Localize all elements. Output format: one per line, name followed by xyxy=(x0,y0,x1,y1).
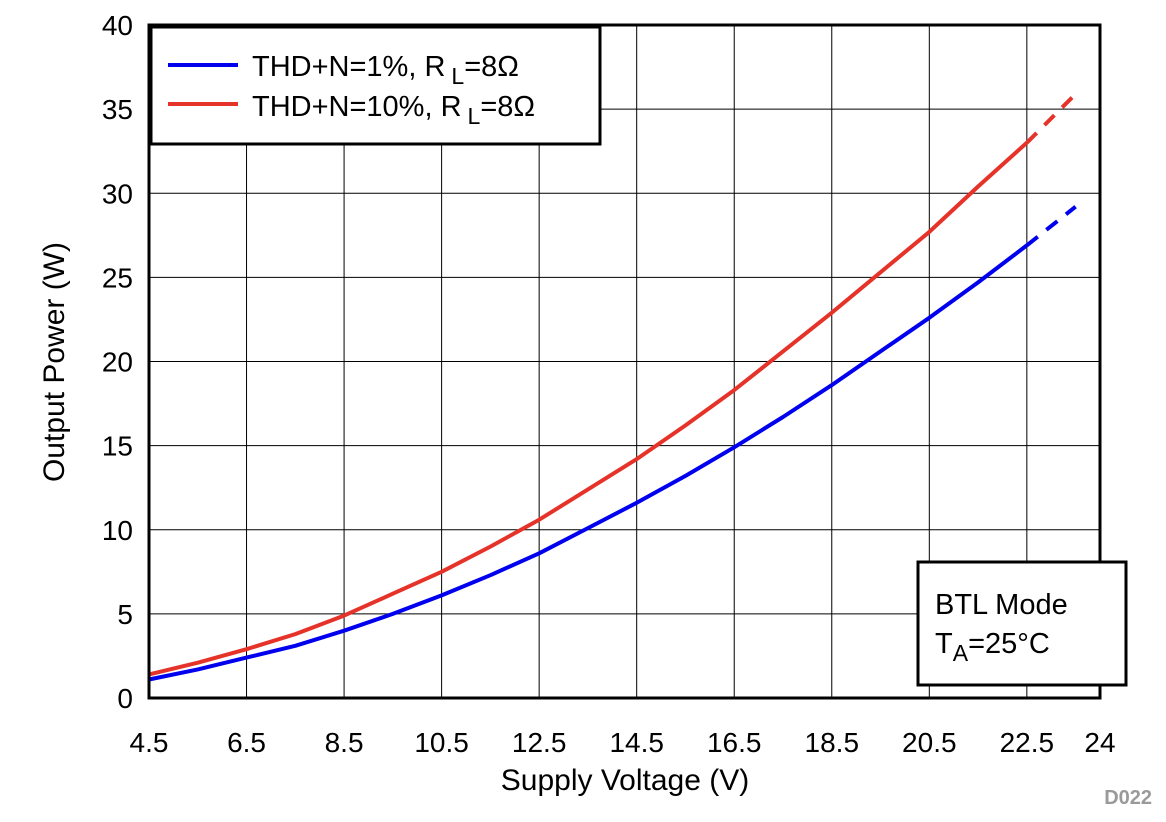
legend-box xyxy=(149,25,602,146)
y-tick-label-8: 40 xyxy=(102,10,133,41)
series-extrapolation-1 xyxy=(1025,92,1078,145)
annotation-temp-suffix: =25°C xyxy=(968,628,1050,660)
x-axis-label: Supply Voltage (V) xyxy=(501,764,749,797)
x-tick-label-0: 4.5 xyxy=(130,727,169,758)
legend: THD+N=1%, R L=8Ω THD+N=10%, R L=8Ω xyxy=(149,25,602,146)
series-lines xyxy=(148,92,1078,682)
y-tick-label-7: 35 xyxy=(102,94,133,125)
series-line-0 xyxy=(148,243,1029,682)
legend-entry-thd1: THD+N=1%, R L=8Ω xyxy=(252,51,519,89)
y-tick-label-4: 20 xyxy=(102,347,133,378)
annotation-mode: BTL Mode xyxy=(935,589,1068,621)
annotation-temperature: TA=25°C xyxy=(935,628,1050,666)
legend-entry-thd10-suffix: =8Ω xyxy=(480,91,535,123)
x-tick-label-8: 20.5 xyxy=(902,727,957,758)
annotation-temp-sub: A xyxy=(953,640,969,666)
y-tick-label-3: 15 xyxy=(102,431,133,462)
y-tick-label-5: 25 xyxy=(102,262,133,293)
legend-entry-thd10-text: THD+N=10%, R xyxy=(252,91,462,123)
x-tick-label-10: 24 xyxy=(1084,727,1115,758)
y-tick-label-0: 0 xyxy=(117,683,133,714)
legend-entry-thd10-sub: L xyxy=(468,103,481,129)
x-tick-label-7: 18.5 xyxy=(805,727,860,758)
x-tick-label-5: 14.5 xyxy=(609,727,664,758)
x-tick-label-9: 22.5 xyxy=(1000,727,1055,758)
y-tick-label-1: 5 xyxy=(117,599,133,630)
figure-code: D022 xyxy=(1104,787,1152,809)
legend-entry-thd1-sub: L xyxy=(451,63,464,89)
annotation-box xyxy=(916,560,1128,687)
x-tick-labels: 4.5 6.5 8.5 10.5 12.5 14.5 16.5 18.5 20.5 22.5 24 xyxy=(130,727,1116,758)
legend-entry-thd10: THD+N=10%, R L=8Ω xyxy=(252,91,535,129)
y-tick-labels: 0 5 10 15 20 25 30 35 40 xyxy=(102,10,133,714)
y-tick-label-2: 10 xyxy=(102,515,133,546)
y-axis-label: Output Power (W) xyxy=(38,242,71,482)
x-tick-label-1: 6.5 xyxy=(227,727,266,758)
x-tick-label-3: 10.5 xyxy=(414,727,469,758)
conditions-annotation: BTL Mode TA=25°C xyxy=(916,560,1128,687)
plot-frame xyxy=(147,23,1102,700)
legend-entry-thd1-text: THD+N=1%, R xyxy=(252,51,445,83)
y-tick-label-6: 30 xyxy=(102,178,133,209)
x-tick-label-2: 8.5 xyxy=(325,727,364,758)
x-tick-label-6: 16.5 xyxy=(707,727,762,758)
legend-entry-thd1-suffix: =8Ω xyxy=(464,51,519,83)
annotation-temp-prefix: T xyxy=(935,628,953,660)
series-extrapolation-0 xyxy=(1025,205,1077,247)
x-tick-label-4: 12.5 xyxy=(512,727,567,758)
series-line-1 xyxy=(148,141,1029,677)
